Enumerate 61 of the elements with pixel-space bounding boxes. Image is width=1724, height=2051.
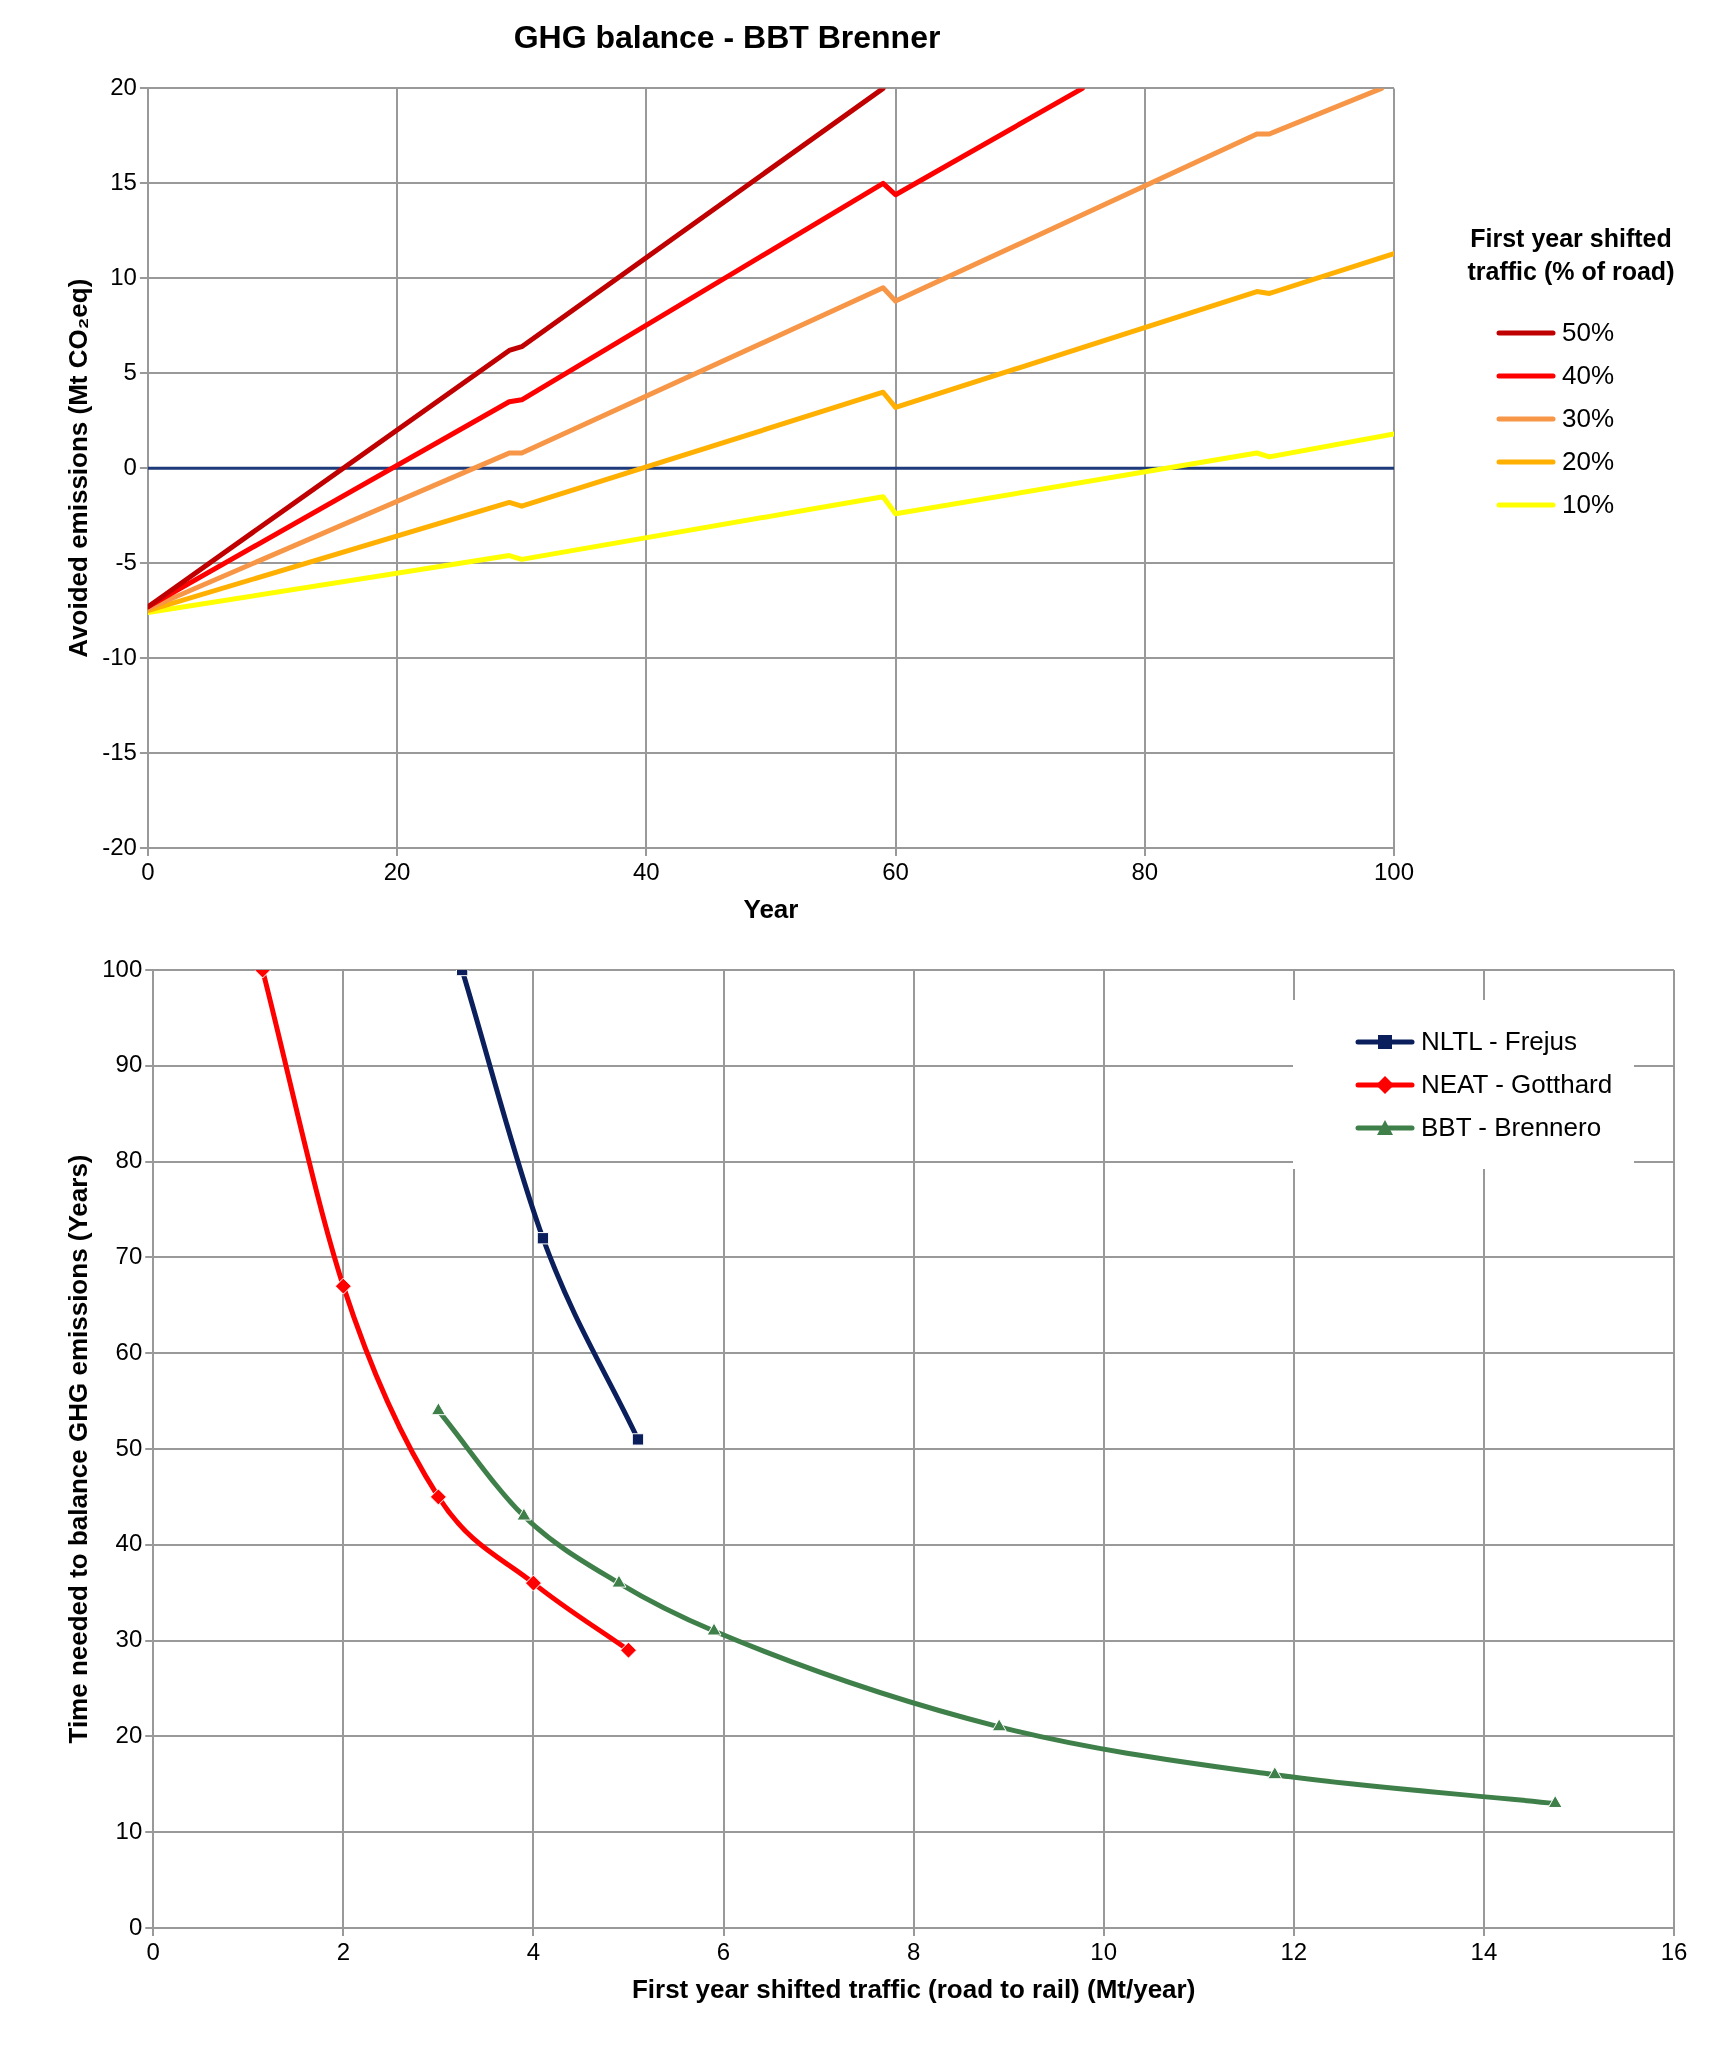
chart-title: GHG balance - BBT Brenner <box>513 19 941 56</box>
legend-label: 50% <box>1562 317 1615 349</box>
y-tick-label: 40 <box>115 1529 143 1557</box>
y-tick-label: 30 <box>115 1625 143 1653</box>
y-axis-title: Avoided emissions (Mt CO₂eq) <box>62 278 93 658</box>
legend-title: First year shifted traffic (% of road) <box>1466 223 1676 287</box>
y-tick-label: 80 <box>115 1146 143 1174</box>
y-tick-label: 0 <box>128 1912 143 1940</box>
point <box>706 1622 722 1636</box>
y-tick-label: 90 <box>115 1050 143 1078</box>
x-tick-label: 80 <box>1131 858 1159 886</box>
y-tick-label: -20 <box>102 832 137 860</box>
x-axis-title: Year <box>743 893 799 924</box>
point <box>536 1232 550 1245</box>
y-tick-label: 20 <box>115 1721 143 1749</box>
point <box>611 1574 627 1588</box>
point <box>631 1433 645 1446</box>
y-tick-label: 60 <box>115 1337 143 1365</box>
y-tick-label: -15 <box>102 737 137 765</box>
y-tick-label: 70 <box>115 1242 143 1270</box>
point <box>430 1402 446 1416</box>
point <box>991 1718 1007 1732</box>
point <box>1267 1766 1283 1780</box>
x-tick-label: 20 <box>383 858 411 886</box>
x-tick-label: 60 <box>882 858 909 886</box>
point <box>1547 1794 1563 1808</box>
y-tick-label: -10 <box>102 642 137 670</box>
x-tick-label: 16 <box>1660 1938 1688 1966</box>
y-tick-label: 15 <box>110 167 137 195</box>
legend-label: 30% <box>1562 403 1615 435</box>
point <box>524 1574 542 1592</box>
legend-label: 10% <box>1562 489 1615 521</box>
y-axis-title: Time needed to balance GHG emissions (Years) <box>62 1154 93 1744</box>
y-tick-label: 50 <box>115 1433 143 1461</box>
x-tick-label: 14 <box>1470 1938 1498 1966</box>
y-tick-label: -5 <box>115 547 137 575</box>
legend-label: NEAT - Gotthard <box>1421 1069 1613 1100</box>
y-tick-label: 5 <box>123 357 137 385</box>
x-tick-label: 6 <box>716 1938 731 1966</box>
point <box>429 1488 447 1506</box>
point <box>516 1507 532 1521</box>
y-tick-label: 100 <box>102 954 143 982</box>
y-tick-label: 10 <box>115 1816 143 1844</box>
legend-label: 40% <box>1562 360 1615 392</box>
x-tick-label: 0 <box>146 1938 160 1966</box>
point <box>334 1277 352 1295</box>
y-tick-label: 20 <box>110 73 137 101</box>
legend-label: NLTL - Frejus <box>1421 1026 1578 1057</box>
x-tick-label: 2 <box>336 1938 351 1966</box>
x-tick-label: 10 <box>1090 1938 1118 1966</box>
x-tick-label: 4 <box>526 1938 541 1966</box>
x-tick-label: 8 <box>906 1938 921 1966</box>
x-tick-label: 100 <box>1373 858 1415 886</box>
x-tick-label: 12 <box>1280 1938 1308 1966</box>
y-tick-label: 0 <box>123 452 137 480</box>
x-axis-title: First year shifted traffic (road to rail) (Mt/year) <box>631 1973 1196 2004</box>
x-tick-label: 40 <box>632 858 660 886</box>
y-tick-label: 10 <box>110 262 137 290</box>
legend-label: 20% <box>1562 446 1615 478</box>
legend-label: BBT - Brennero <box>1421 1112 1602 1143</box>
point <box>619 1641 637 1659</box>
